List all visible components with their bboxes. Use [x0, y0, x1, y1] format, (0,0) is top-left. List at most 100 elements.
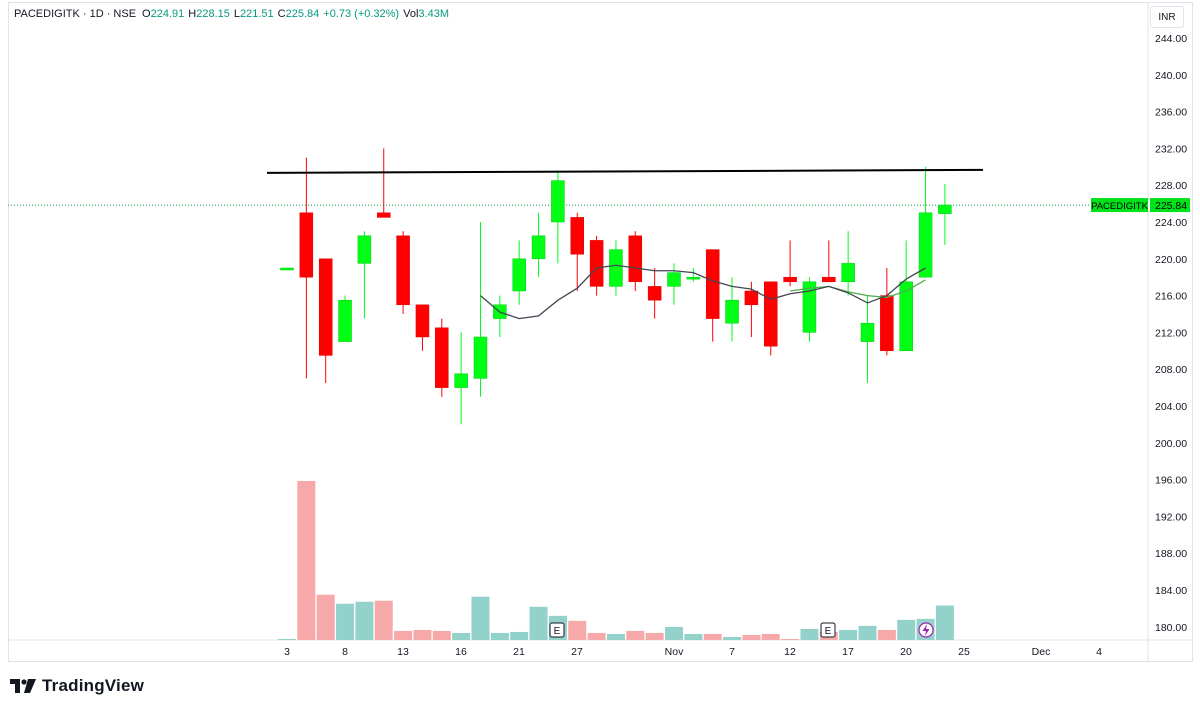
candle-body: [396, 235, 410, 306]
y-tick-label: 188.00: [1155, 548, 1187, 560]
legend-close-value: 225.84: [285, 8, 320, 20]
y-tick-label: 212.00: [1155, 327, 1187, 339]
x-tick-label: 3: [284, 646, 290, 658]
volume-bar: [800, 628, 819, 640]
volume-bar: [645, 632, 664, 640]
tradingview-logo-text: TradingView: [42, 676, 145, 695]
candle-body: [512, 258, 526, 292]
x-tick-label: Dec: [1032, 646, 1051, 658]
candle-body: [415, 304, 430, 338]
volume-bar: [413, 629, 432, 640]
volume-bar: [587, 632, 606, 640]
currency-button[interactable]: INR: [1150, 6, 1184, 28]
volume-bar: [432, 630, 451, 640]
legend-symbol[interactable]: PACEDIGITK · 1D · NSE: [14, 8, 137, 20]
price-tag-symbol: PACEDIGITK: [1091, 201, 1148, 212]
legend-low-label: L: [233, 8, 240, 20]
earnings-marker: [820, 622, 836, 638]
y-tick-label: 180.00: [1155, 622, 1187, 634]
x-tick-label: 12: [784, 646, 796, 658]
candle-body: [299, 212, 314, 278]
candle-body: [880, 295, 894, 352]
legend-change-value: +0.73 (+0.32%): [323, 8, 400, 20]
y-tick-label: 200.00: [1155, 438, 1187, 450]
volume-bar: [568, 620, 587, 640]
candle-body: [667, 272, 681, 287]
y-tick-label: 236.00: [1155, 107, 1187, 119]
x-tick-label: 21: [513, 646, 525, 658]
volume-bar: [510, 631, 529, 640]
legend-volume-label: Vol: [403, 8, 419, 20]
price-tag-value: 225.84: [1155, 200, 1187, 212]
candle-body: [628, 235, 643, 283]
volume-bar: [355, 601, 374, 640]
tradingview-logo-icon: [10, 679, 36, 693]
y-tick-label: 196.00: [1155, 475, 1187, 487]
legend-low-value: 221.51: [240, 8, 274, 20]
volume-bar: [742, 634, 761, 640]
candle-body: [744, 290, 759, 306]
y-tick-label: 192.00: [1155, 511, 1187, 523]
candle-body: [454, 373, 468, 388]
chart-frame[interactable]: [8, 2, 1193, 662]
volume-bar: [626, 630, 645, 640]
volume-bar: [665, 626, 683, 640]
candle-body: [802, 281, 817, 333]
volume-bar: [877, 629, 896, 640]
x-tick-label: 17: [842, 646, 854, 658]
x-tick-label: 27: [571, 646, 583, 658]
volume-bar: [606, 633, 625, 640]
y-tick-label: 244.00: [1155, 33, 1187, 45]
resistance-trend-line: [266, 168, 984, 174]
volume-bar: [394, 630, 413, 640]
legend-high-label: H: [188, 8, 197, 20]
candle-body: [783, 276, 797, 283]
volume-bar: [529, 606, 548, 640]
earnings-marker: [549, 622, 565, 638]
volume-bar: [703, 633, 722, 640]
moving-average-long-line: [790, 279, 926, 299]
candle-body: [841, 263, 855, 283]
candle-body: [280, 267, 294, 271]
legend-open-value: 224.91: [150, 8, 185, 20]
volume-bar: [490, 632, 509, 640]
legend-high-value: 228.15: [196, 8, 230, 20]
candle-body: [609, 249, 623, 287]
x-tick-label: 7: [729, 646, 735, 658]
volume-bar: [297, 481, 316, 640]
y-tick-label: 240.00: [1155, 70, 1187, 82]
y-tick-label: 208.00: [1155, 364, 1187, 376]
volume-bar: [374, 600, 393, 640]
chart-legend: PACEDIGITK · 1D · NSE O 224.91 H 228.15 …: [14, 8, 449, 20]
x-tick-label: Nov: [665, 646, 684, 658]
tradingview-logo[interactable]: TradingView: [10, 676, 144, 696]
x-tick-label: 16: [455, 646, 467, 658]
y-tick-label: 204.00: [1155, 401, 1187, 413]
volume-bar: [761, 633, 780, 640]
candle-body: [918, 212, 933, 278]
candle-body: [589, 240, 604, 287]
volume-bar: [858, 625, 877, 640]
price-tag-symbol-bg: [1091, 198, 1148, 213]
volume-bar: [723, 636, 742, 640]
y-tick-label: 224.00: [1155, 217, 1187, 229]
price-tag-value-bg: [1150, 198, 1190, 213]
candle-body: [435, 327, 449, 388]
lightning-bolt-icon: [922, 624, 930, 636]
y-tick-label: 220.00: [1155, 254, 1187, 266]
candle-body: [725, 299, 739, 324]
x-tick-label: 25: [958, 646, 970, 658]
candle-body: [473, 336, 488, 379]
candle-body: [357, 235, 372, 264]
x-tick-label: 20: [900, 646, 912, 658]
volume-bar: [336, 603, 355, 640]
x-tick-label: 13: [397, 646, 409, 658]
moving-average-short-line: [480, 264, 926, 320]
y-tick-label: 232.00: [1155, 143, 1187, 155]
legend-volume-value: 3.43M: [418, 8, 449, 20]
candle-body: [570, 217, 584, 255]
volume-bar: [316, 594, 335, 640]
legend-open-label: O: [142, 8, 151, 20]
candle-body: [531, 235, 546, 260]
